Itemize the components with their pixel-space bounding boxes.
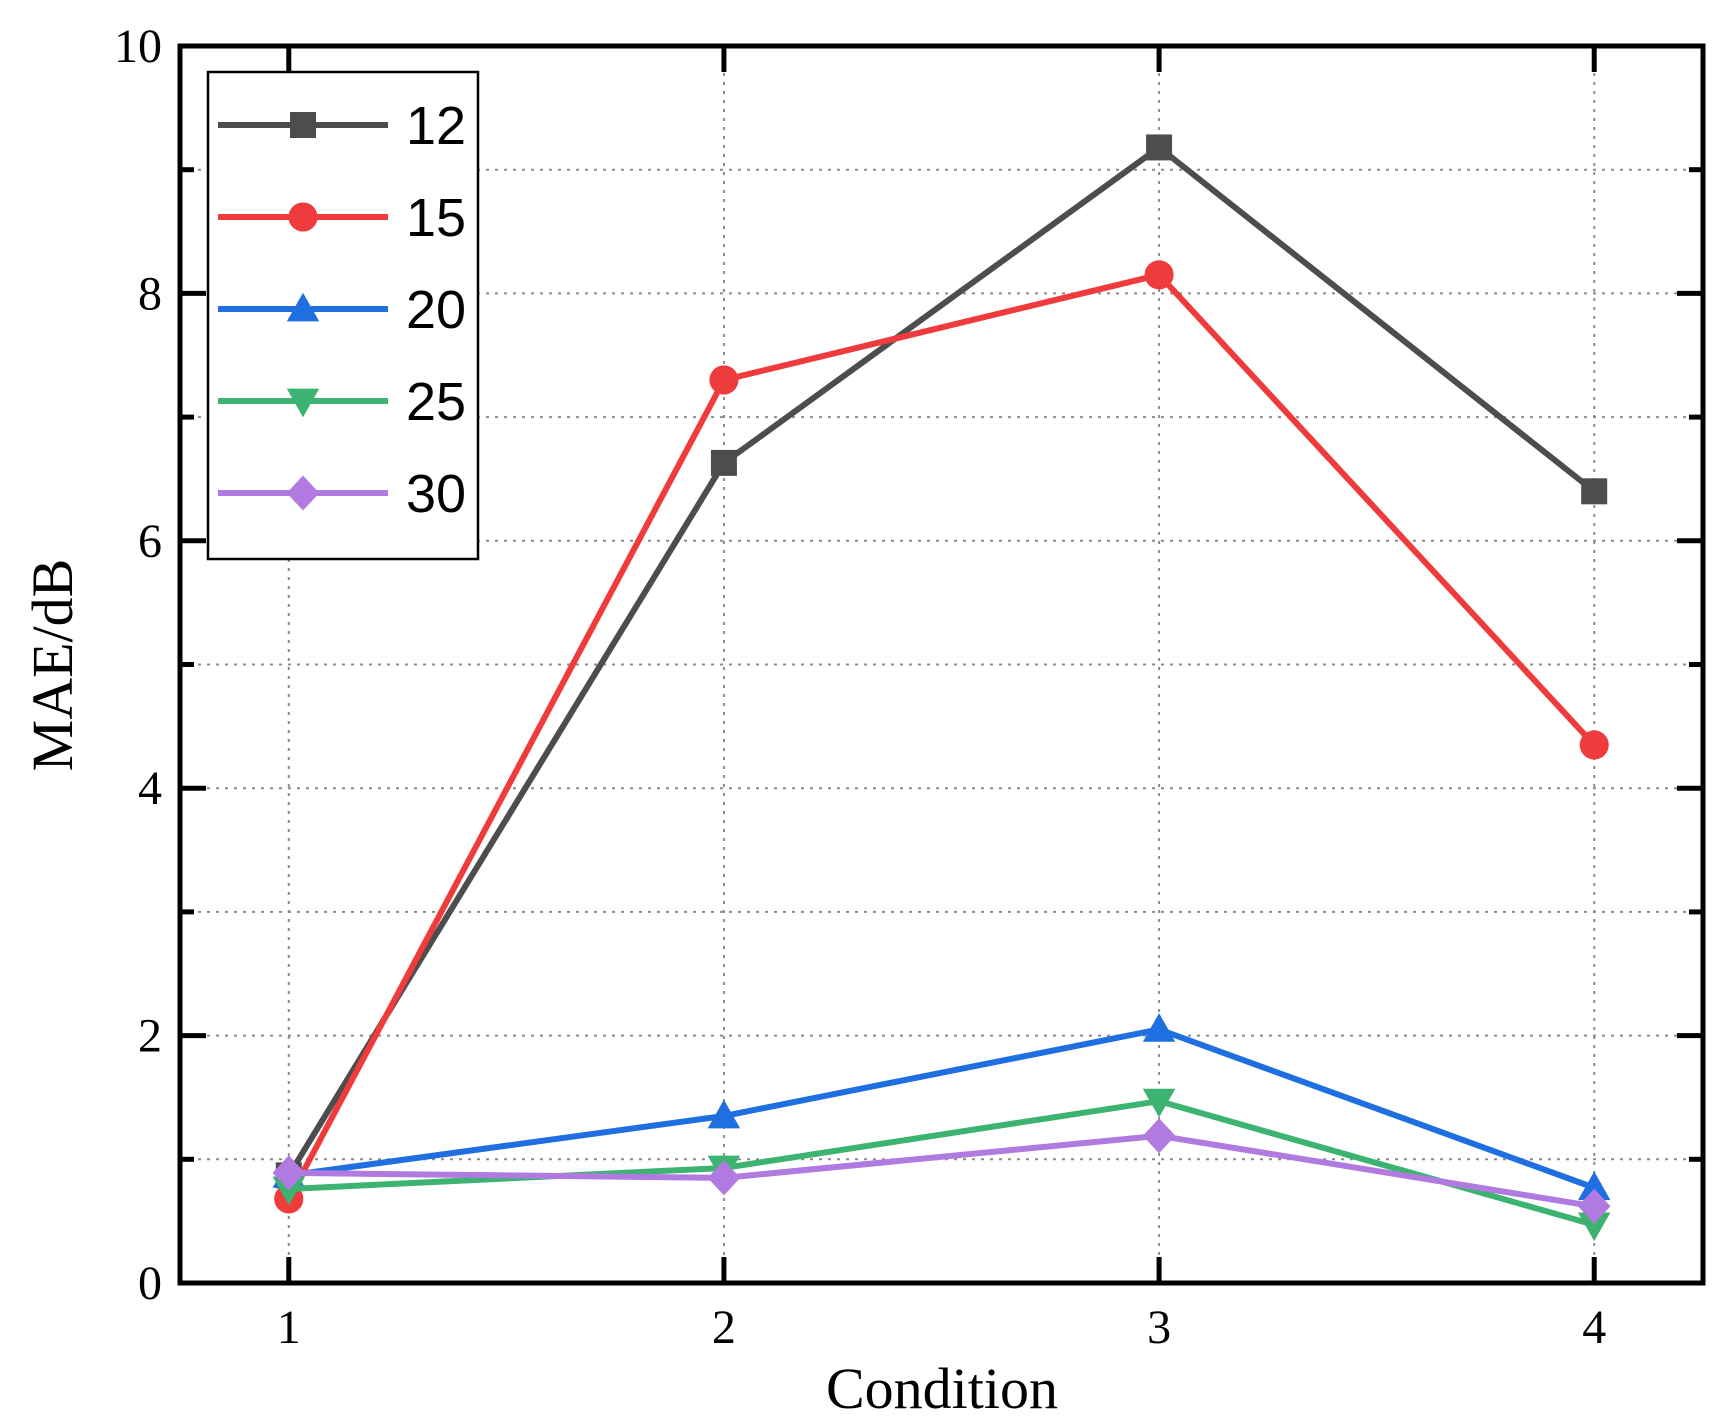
x-tick-label: 3 xyxy=(1147,1301,1171,1354)
series-25 xyxy=(272,1088,1611,1242)
series-line-12 xyxy=(286,144,1597,1177)
data-point-25-3 xyxy=(1142,1088,1176,1118)
legend-label: 12 xyxy=(406,96,466,156)
x-tick-label: 2 xyxy=(712,1301,736,1354)
legend-item-20: 20 xyxy=(218,280,466,340)
data-point-15-4 xyxy=(1579,730,1609,760)
y-axis-title: MAE/dB xyxy=(20,559,85,772)
legend-marker xyxy=(286,475,320,511)
legend-item-30: 30 xyxy=(218,464,466,524)
legend-box xyxy=(206,70,480,561)
data-point-20-2 xyxy=(707,1099,741,1129)
data-point-15-3 xyxy=(1144,260,1174,290)
y-tick-label: 0 xyxy=(138,1257,162,1310)
legend-marker xyxy=(290,112,316,138)
x-axis-title: Condition xyxy=(826,1356,1058,1421)
legend-marker xyxy=(286,292,320,322)
legend-label: 30 xyxy=(406,464,466,524)
legend-item-15: 15 xyxy=(218,188,466,248)
series-12 xyxy=(275,134,1608,1189)
series-line-15 xyxy=(286,271,1597,1201)
y-tick-label: 8 xyxy=(138,267,162,320)
data-point-30-4 xyxy=(1577,1188,1611,1224)
series-line-30 xyxy=(288,1132,1595,1210)
legend-label: 20 xyxy=(406,280,466,340)
legend-label: 15 xyxy=(406,188,466,248)
data-point-30-1 xyxy=(272,1155,306,1191)
y-tick-label: 10 xyxy=(114,20,162,73)
y-tick-label: 4 xyxy=(138,762,162,815)
legend-item-25: 25 xyxy=(218,372,466,432)
legend-item-12: 12 xyxy=(218,96,466,156)
series-line-20 xyxy=(288,1026,1596,1191)
y-tick-label: 6 xyxy=(138,515,162,568)
data-point-25-1 xyxy=(272,1176,306,1206)
data-point-12-4 xyxy=(1581,478,1608,505)
legend-marker xyxy=(286,388,320,418)
x-tick-label: 1 xyxy=(277,1301,301,1354)
series-line-25 xyxy=(288,1098,1596,1228)
data-point-25-4 xyxy=(1577,1212,1611,1242)
data-point-30-3 xyxy=(1142,1118,1176,1154)
series-30 xyxy=(272,1118,1611,1224)
legend-label: 25 xyxy=(406,372,466,432)
x-tick-label: 4 xyxy=(1582,1301,1606,1354)
data-point-12-2 xyxy=(710,449,737,476)
series-layer xyxy=(272,134,1611,1242)
data-point-15-2 xyxy=(709,365,739,395)
data-point-20-4 xyxy=(1577,1171,1611,1201)
data-point-30-2 xyxy=(707,1160,741,1196)
data-point-12-3 xyxy=(1146,134,1173,161)
data-point-20-3 xyxy=(1142,1013,1176,1042)
legend-marker xyxy=(288,202,318,232)
y-tick-label: 2 xyxy=(138,1010,162,1063)
legend: 12 15 20 25 30 xyxy=(206,70,480,561)
